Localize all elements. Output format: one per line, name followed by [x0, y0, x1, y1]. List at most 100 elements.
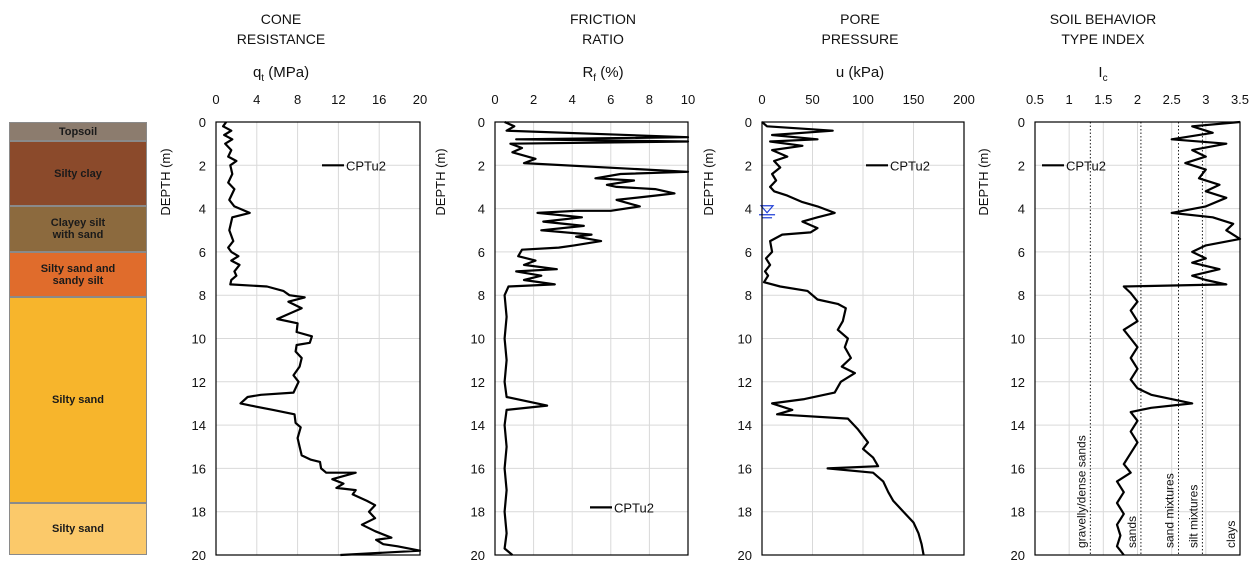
x-axis-unit: (kPa)	[844, 64, 884, 81]
x-axis-title: qt (MPa)	[253, 64, 309, 84]
y-tick-label: 6	[1018, 245, 1025, 260]
y-tick-label: 14	[192, 418, 206, 433]
y-tick-label: 0	[199, 115, 206, 130]
x-tick-label: 6	[607, 92, 614, 107]
x-tick-label: 1.5	[1094, 92, 1112, 107]
x-tick-label: 2.5	[1163, 92, 1181, 107]
y-tick-label: 16	[738, 461, 752, 476]
zone-label: gravelly/dense sands	[1074, 435, 1088, 548]
chart-title-line: RESISTANCE	[237, 31, 325, 47]
soil-layer-label: Topsoil	[58, 125, 98, 138]
water-table-icon	[759, 205, 775, 214]
x-axis-unit: (%)	[596, 64, 624, 81]
y-tick-label: 0	[478, 115, 485, 130]
y-tick-label: 4	[199, 202, 206, 217]
soil-layer: Silty clay	[9, 141, 147, 207]
y-tick-label: 20	[1011, 548, 1025, 563]
y-tick-label: 12	[1011, 375, 1025, 390]
legend-label: CPTu2	[1066, 158, 1106, 173]
x-tick-label: 200	[953, 92, 975, 107]
plot-frame	[1034, 121, 1241, 556]
x-tick-label: 100	[852, 92, 874, 107]
zone-label: sands	[1125, 516, 1139, 548]
x-tick-label: 3	[1202, 92, 1209, 107]
data-series-line	[1115, 120, 1242, 556]
x-axis-subscript: f	[593, 73, 596, 84]
y-tick-label: 8	[199, 288, 206, 303]
y-axis-title: DEPTH (m)	[158, 148, 173, 215]
x-tick-label: 50	[805, 92, 819, 107]
x-tick-label: 8	[294, 92, 301, 107]
y-tick-label: 16	[1011, 461, 1025, 476]
y-tick-label: 14	[471, 418, 485, 433]
x-tick-label: 0	[491, 92, 498, 107]
y-tick-label: 18	[471, 505, 485, 520]
x-tick-label: 4	[253, 92, 260, 107]
chart-title-line: PORE	[840, 11, 880, 27]
zone-label: silt mixtures	[1186, 485, 1200, 548]
x-tick-label: 4	[569, 92, 576, 107]
soil-layer-label: Clayey silt with sand	[50, 217, 106, 242]
x-axis-subscript: t	[261, 73, 264, 84]
x-axis-symbol: R	[582, 64, 593, 81]
legend-label: CPTu2	[346, 158, 386, 173]
x-axis-title: Ic	[1098, 64, 1107, 84]
y-tick-label: 18	[192, 505, 206, 520]
soil-layer-label: Silty sand	[52, 523, 104, 535]
chart-panel: gravelly/dense sands sands sand mixtures si…	[976, 11, 1249, 563]
y-tick-label: 8	[1018, 288, 1025, 303]
x-axis-unit: (MPa)	[264, 64, 309, 81]
plot-frame	[494, 121, 689, 556]
x-tick-label: 150	[903, 92, 925, 107]
x-axis-symbol: u	[836, 64, 844, 81]
y-axis-title: DEPTH (m)	[701, 148, 716, 215]
x-axis-title: u (kPa)	[836, 64, 884, 81]
y-tick-label: 10	[192, 332, 206, 347]
y-tick-label: 2	[478, 158, 485, 173]
y-axis-title: DEPTH (m)	[433, 148, 448, 215]
data-series-line	[761, 121, 925, 556]
legend-label: CPTu2	[890, 158, 930, 173]
plot-frame	[215, 121, 421, 556]
x-tick-label: 16	[372, 92, 386, 107]
soil-profile-column: Topsoil Silty clay Clayey silt with sand Si…	[9, 122, 147, 555]
y-tick-label: 14	[1011, 418, 1025, 433]
x-tick-label: 2	[1134, 92, 1141, 107]
x-tick-label: 10	[681, 92, 695, 107]
soil-layer: Clayey silt with sand	[9, 206, 147, 252]
y-tick-label: 12	[471, 375, 485, 390]
y-tick-label: 8	[478, 288, 485, 303]
soil-layer: Silty sand	[9, 297, 147, 504]
y-tick-label: 4	[745, 202, 752, 217]
soil-layer-label: Silty sand	[52, 394, 104, 407]
y-tick-label: 8	[745, 288, 752, 303]
plot-frame	[761, 121, 965, 556]
y-tick-label: 20	[471, 548, 485, 563]
data-series-line	[503, 120, 690, 556]
y-tick-label: 0	[1018, 115, 1025, 130]
x-axis-symbol: q	[253, 64, 261, 81]
x-tick-label: 0	[212, 92, 219, 107]
y-tick-label: 6	[199, 245, 206, 260]
soil-layer: Topsoil	[9, 122, 147, 142]
x-axis-subscript: c	[1103, 73, 1108, 84]
y-tick-label: 6	[478, 245, 485, 260]
x-tick-label: 2	[530, 92, 537, 107]
chart-panel: 0 50 100 150 200 0 2 4 6 8 10 12 14 16 18 20 DEPTH (m) PO…	[701, 11, 975, 563]
y-tick-label: 0	[745, 115, 752, 130]
y-tick-label: 2	[745, 158, 752, 173]
y-tick-label: 14	[738, 418, 752, 433]
y-tick-label: 12	[192, 375, 206, 390]
x-tick-label: 3.5	[1231, 92, 1249, 107]
chart-panel: 0 4 8 12 16 20 0 2 4 6 8 10 12 14 16 18 20 DEPTH (m) CONE R…	[158, 11, 427, 563]
x-tick-label: 8	[646, 92, 653, 107]
x-axis-title: Rf (%)	[582, 64, 623, 84]
x-tick-label: 0.5	[1026, 92, 1044, 107]
zone-label: sand mixtures	[1163, 473, 1177, 548]
soil-layer-label: Silty sand and sandy silt	[40, 262, 116, 287]
y-tick-label: 18	[1011, 505, 1025, 520]
legend-label: CPTu2	[614, 500, 654, 515]
chart-title-line: RATIO	[582, 31, 624, 47]
